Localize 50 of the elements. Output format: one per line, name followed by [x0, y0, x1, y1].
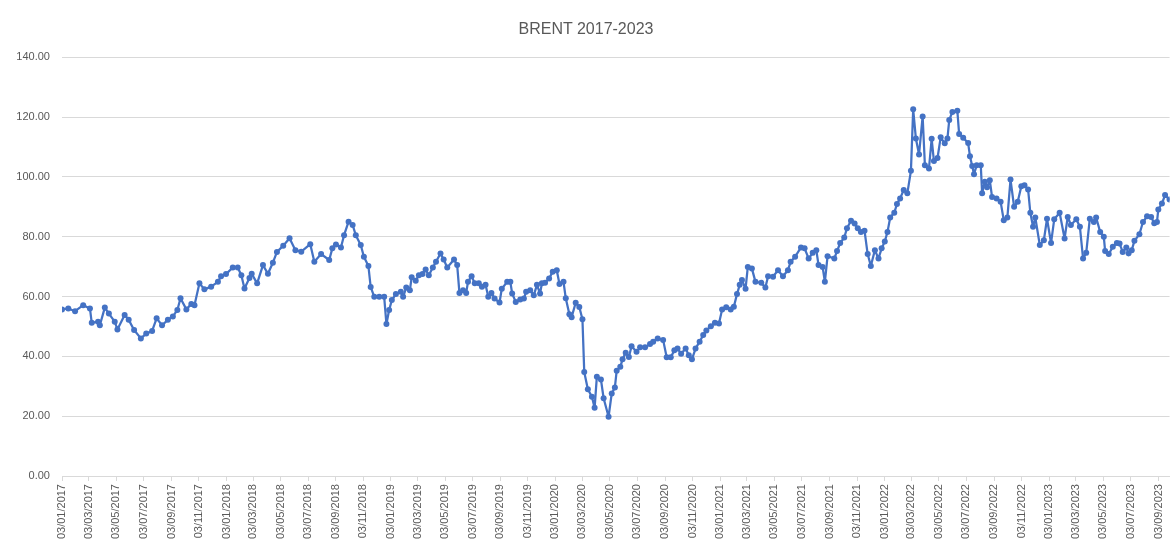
- x-tick-label: 03/03/2021: [739, 484, 752, 540]
- x-tick-label: 03/01/2023: [1042, 484, 1055, 540]
- x-tick-label: 03/05/2021: [767, 484, 780, 540]
- chart-title: BRENT 2017-2023: [518, 20, 654, 38]
- x-tick-label: 03/11/2022: [1014, 484, 1027, 539]
- x-tick-label: 03/09/2023: [1151, 484, 1164, 540]
- x-tick-label: 03/09/2019: [493, 484, 506, 540]
- y-tick-label: 20.00: [22, 409, 50, 422]
- x-tick-label: 03/09/2018: [329, 484, 341, 540]
- x-tick-label: 03/07/2019: [465, 484, 478, 540]
- x-tick-label: 03/05/2022: [931, 484, 944, 540]
- x-tick-label: 03/05/2017: [109, 484, 122, 540]
- x-tick-label: 03/01/2022: [877, 484, 890, 540]
- x-tick-label: 03/09/2020: [658, 484, 671, 540]
- x-tick-label: 03/05/2020: [602, 484, 615, 540]
- x-tick-label: 03/07/2023: [1123, 484, 1136, 540]
- x-tick-label: 03/07/2018: [301, 484, 314, 540]
- x-tick-label: 03/07/2017: [136, 484, 149, 540]
- y-tick-label: 100.00: [16, 169, 50, 182]
- x-tick-label: 03/05/2023: [1096, 484, 1109, 540]
- y-tick-label: 40.00: [22, 349, 50, 362]
- x-tick-label: 03/03/2017: [81, 484, 94, 540]
- x-tick-label: 03/11/2020: [685, 484, 698, 539]
- x-tick-label: 03/05/2018: [273, 484, 286, 540]
- x-tick-label: 03/03/2023: [1068, 484, 1081, 540]
- y-tick-label: 120.00: [16, 110, 50, 123]
- x-tick-label: 03/03/2019: [410, 484, 423, 540]
- x-tick-label: 03/09/2017: [164, 484, 177, 540]
- x-tick-label: 03/09/2022: [987, 484, 1000, 540]
- y-tick-label: 140.00: [16, 50, 50, 63]
- x-tick-label: 03/01/2019: [383, 484, 396, 540]
- x-tick-label: 03/07/2022: [959, 484, 972, 540]
- y-tick-label: 80.00: [22, 229, 50, 242]
- y-tick-label: 0.00: [28, 469, 50, 482]
- x-tick-label: 03/07/2020: [630, 484, 643, 540]
- x-tick-label: 03/11/2018: [356, 484, 369, 539]
- y-tick-label: 60.00: [22, 289, 50, 302]
- x-tick-label: 03/09/2021: [822, 484, 835, 540]
- x-tick-label: 03/01/2018: [219, 484, 232, 540]
- x-tick-label: 03/11/2021: [850, 484, 863, 539]
- x-tick-label: 03/07/2021: [794, 484, 807, 540]
- x-tick-label: 03/11/2019: [520, 484, 533, 539]
- x-tick-label: 03/05/2019: [438, 484, 451, 540]
- x-tick-label: 03/03/2018: [246, 484, 259, 540]
- x-tick-label: 03/01/2021: [713, 484, 726, 540]
- x-tick-label: 03/03/2022: [904, 484, 917, 540]
- x-tick-label: 03/11/2017: [192, 484, 205, 539]
- x-tick-label: 03/01/2020: [548, 484, 561, 540]
- x-tick-label: 03/03/2020: [575, 484, 588, 540]
- x-tick-label: 03/01/2017: [55, 484, 68, 540]
